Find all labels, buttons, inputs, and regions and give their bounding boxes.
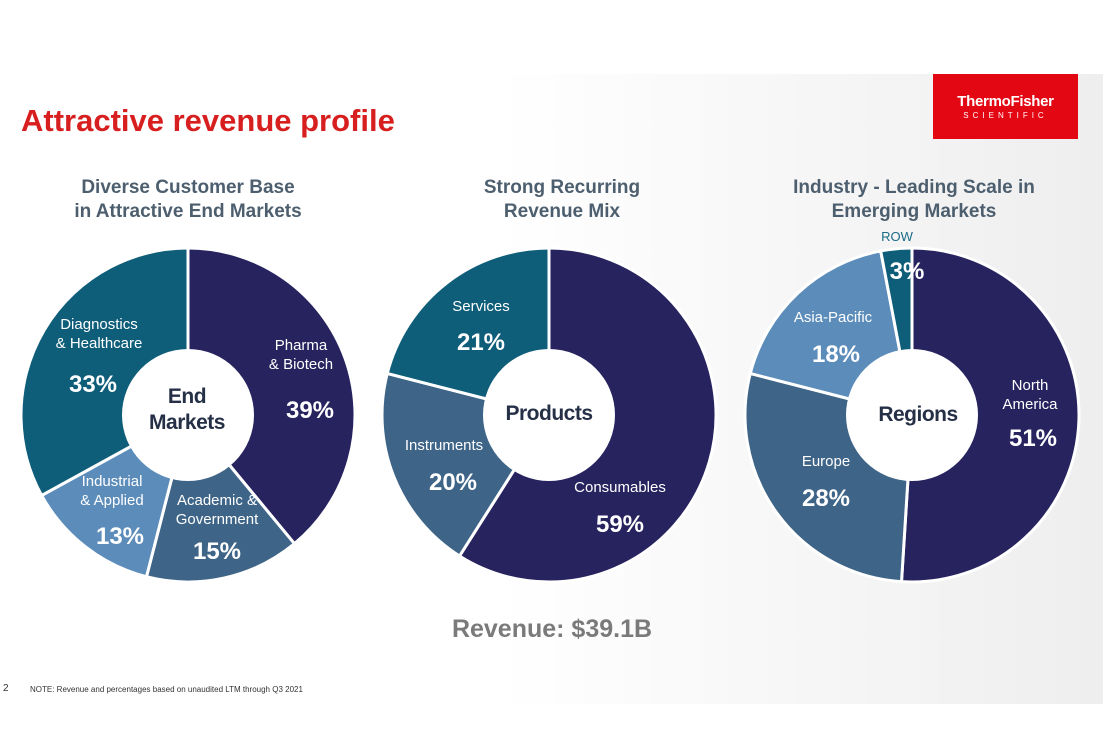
heading-line: Industry - Leading Scale in [793,177,1035,198]
donut-charts: End Markets Pharma & Biotech 39% Academic & Go… [19,229,1081,584]
slice-label: & Healthcare [56,335,143,352]
slice-label: ROW [881,229,914,244]
donut-slice [899,246,1081,584]
slice-percent: 39% [286,397,334,424]
donut-end-markets: End Markets Pharma & Biotech 39% Academic & Go… [19,246,357,584]
heading-regions: Industry - Leading Scale in Emerging Mar… [754,176,1074,224]
donut-products: Products Consumables 59% Instruments 20% Serv… [380,246,718,584]
slice-label: Pharma [275,337,328,354]
slice-label: Industrial [82,473,143,490]
heading-line: Revenue Mix [503,201,621,222]
slice-label: Diagnostics [60,316,138,333]
logo-line-1: ThermoFisher [957,93,1054,110]
slice-percent: 13% [96,523,144,550]
revenue-total: Revenue: $39.1B [451,615,653,643]
slice-label: & Biotech [269,356,333,373]
slice-label: Europe [802,453,850,470]
donut-hole [483,349,615,481]
heading-line: Diverse Customer Base [81,177,295,198]
heading-line: Strong Recurring [483,177,641,198]
slice-percent: 20% [429,469,477,496]
slide: Attractive revenue profile ThermoFisher … [0,74,1103,704]
page-title: Attractive revenue profile [21,103,395,138]
donut-slice [186,246,357,546]
slice-label: America [1002,396,1058,413]
slice-label: North [1012,377,1049,394]
heading-revenue-mix: Strong Recurring Revenue Mix [402,176,722,224]
slice-label: Consumables [574,479,666,496]
donut-center-label: End [168,385,206,408]
slice-percent: 59% [596,511,644,538]
donut-hole [846,349,978,481]
slice-label: & Applied [80,492,143,509]
heading-end-markets: Diverse Customer Base in Attractive End … [28,176,348,224]
slice-percent: 15% [193,538,241,565]
slice-label: Asia-Pacific [794,309,873,326]
slice-percent: 28% [802,485,850,512]
page-number: 2 [3,683,9,694]
donut-center-label: Regions [878,403,957,426]
slice-percent: 21% [457,329,505,356]
heading-line: in Attractive End Markets [74,201,302,222]
logo-line-2: SCIENTIFIC [963,111,1048,120]
donut-regions: Regions North America 51% Europe 28% Asia-Paci… [743,229,1081,584]
footnote: NOTE: Revenue and percentages based on u… [30,685,303,694]
donut-center-label: Products [505,402,592,425]
slice-percent: 33% [69,371,117,398]
slice-percent: 3% [890,258,925,285]
slice-percent: 51% [1009,425,1057,452]
donut-hole [122,349,254,481]
thermo-fisher-logo: ThermoFisher SCIENTIFIC [933,74,1078,139]
slice-percent: 18% [812,341,860,368]
donut-center-label: Markets [149,411,225,434]
slice-label: Academic & [177,492,257,509]
heading-line: Emerging Markets [831,201,997,222]
slice-label: Government [176,511,259,528]
slice-label: Instruments [405,437,483,454]
slice-label: Services [452,298,510,315]
